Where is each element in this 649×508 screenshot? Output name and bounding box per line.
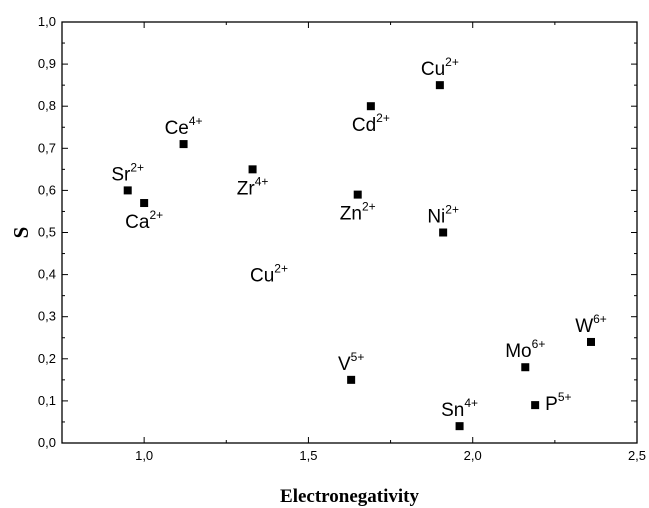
data-point bbox=[531, 401, 540, 410]
ion-symbol: Cd bbox=[352, 115, 376, 136]
ion-label: Cu2+ bbox=[421, 55, 459, 80]
ion-label: W6+ bbox=[575, 312, 607, 337]
ion-symbol: Ca bbox=[125, 212, 150, 233]
ion-symbol: P bbox=[545, 394, 558, 415]
ion-charge: 5+ bbox=[351, 350, 365, 364]
data-point bbox=[248, 165, 257, 174]
point-labels: Sr2+Ca2+Ce4+Zr4+V5+Zn2+Cd2+Cu2+Ni2+Sn4+M… bbox=[111, 55, 606, 421]
y-axis-title: S bbox=[9, 227, 33, 239]
ion-symbol: Ce bbox=[165, 118, 189, 139]
ion-label: P5+ bbox=[545, 390, 571, 415]
y-tick-label: 0,7 bbox=[38, 140, 56, 155]
y-tick-label: 0,3 bbox=[38, 309, 56, 324]
ion-label: Cd2+ bbox=[352, 111, 390, 136]
data-point bbox=[439, 228, 448, 237]
ion-charge: 4+ bbox=[189, 114, 203, 128]
x-tick-label: 2,5 bbox=[628, 448, 646, 463]
y-tick-label: 0,9 bbox=[38, 56, 56, 71]
ion-label: Sn4+ bbox=[441, 396, 478, 421]
ion-symbol: Ni bbox=[427, 207, 445, 228]
ion-label: Ca2+ bbox=[125, 208, 163, 233]
ion-label: Sr2+ bbox=[111, 160, 144, 185]
data-point bbox=[455, 422, 464, 431]
data-point bbox=[123, 186, 132, 195]
ion-label: Ce4+ bbox=[165, 114, 203, 139]
data-point bbox=[353, 190, 362, 199]
ion-symbol: Sn bbox=[441, 400, 464, 421]
data-point bbox=[521, 363, 530, 372]
x-tick-label: 1,5 bbox=[299, 448, 317, 463]
ion-charge: 2+ bbox=[362, 200, 376, 214]
ion-label: Cu2+ bbox=[250, 262, 288, 287]
data-point bbox=[347, 375, 356, 384]
ion-charge: 2+ bbox=[274, 262, 288, 276]
x-tick-label: 2,0 bbox=[464, 448, 482, 463]
ion-symbol: Cu bbox=[250, 266, 274, 287]
y-tick-label: 0,0 bbox=[38, 435, 56, 450]
ion-symbol: W bbox=[575, 316, 593, 337]
data-point bbox=[366, 102, 375, 111]
ion-label: Zr4+ bbox=[237, 174, 269, 199]
x-axis-title: Electronegativity bbox=[280, 486, 419, 507]
ion-symbol: Sr bbox=[111, 164, 131, 185]
ion-charge: 2+ bbox=[445, 55, 459, 69]
ion-label: V5+ bbox=[338, 350, 364, 375]
ion-label: Ni2+ bbox=[427, 203, 459, 228]
ion-charge: 6+ bbox=[593, 312, 607, 326]
ion-charge: 4+ bbox=[464, 396, 478, 410]
y-tick-label: 0,4 bbox=[38, 267, 56, 282]
ion-charge: 4+ bbox=[255, 174, 269, 188]
y-tick-label: 1,0 bbox=[38, 14, 56, 29]
ion-charge: 6+ bbox=[532, 337, 546, 351]
y-tick-label: 0,1 bbox=[38, 393, 56, 408]
y-tick-label: 0,5 bbox=[38, 225, 56, 240]
ion-symbol: V bbox=[338, 354, 351, 375]
axes: 0,0 0,1 0,2 0,3 0,4 0,5 0,6 0,7 0,8 0,9 1,0 1,0 1,5 2… bbox=[38, 14, 646, 463]
y-tick-label: 0,2 bbox=[38, 351, 56, 366]
ion-symbol: Zr bbox=[237, 178, 256, 199]
data-point bbox=[587, 337, 595, 346]
ion-symbol: Cu bbox=[421, 59, 445, 80]
data-point bbox=[435, 81, 444, 90]
data-point bbox=[179, 140, 188, 149]
ion-charge: 5+ bbox=[558, 390, 572, 404]
ion-label: Zn2+ bbox=[340, 200, 376, 225]
ion-charge: 2+ bbox=[130, 160, 144, 174]
ion-charge: 2+ bbox=[376, 111, 390, 125]
ion-symbol: Mo bbox=[505, 341, 531, 362]
ion-charge: 2+ bbox=[445, 203, 459, 217]
x-tick-label: 1,0 bbox=[135, 448, 153, 463]
ion-symbol: Zn bbox=[340, 204, 362, 225]
y-tick-label: 0,6 bbox=[38, 182, 56, 197]
data-point bbox=[140, 199, 149, 208]
y-tick-label: 0,8 bbox=[38, 98, 56, 113]
data-points bbox=[123, 81, 595, 431]
ion-label: Mo6+ bbox=[505, 337, 545, 362]
ion-charge: 2+ bbox=[149, 208, 163, 222]
